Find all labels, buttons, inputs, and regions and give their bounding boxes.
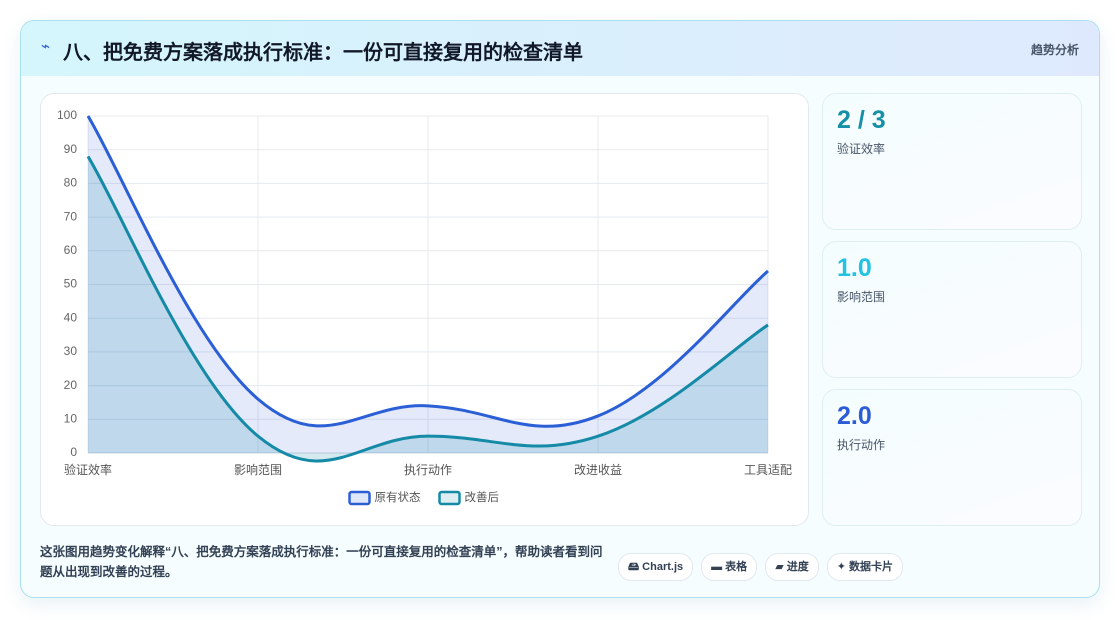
tag: 趋势分析 bbox=[1030, 43, 1079, 57]
badge: ▰ 进度 bbox=[765, 553, 819, 581]
stat-label: 验证效率 bbox=[837, 142, 886, 156]
stat-card: 1.0 影响范围 bbox=[822, 241, 1082, 378]
x-tick-label: 验证效率 bbox=[64, 462, 112, 477]
line bbox=[86, 115, 769, 428]
area-fill bbox=[88, 116, 768, 453]
stat-card: 2.0 执行动作 bbox=[822, 389, 1082, 526]
header-icon: ⌁ bbox=[41, 38, 51, 55]
y-tick-label: 70 bbox=[64, 209, 78, 223]
y-tick-label: 90 bbox=[64, 142, 78, 156]
y-tick-label: 40 bbox=[64, 310, 78, 324]
stat-value: 2.0 bbox=[837, 402, 872, 430]
line bbox=[86, 155, 769, 463]
y-tick-label: 10 bbox=[64, 411, 78, 425]
card: ⌁ 八、把免费方案落成执行标准：一份可直接复用的检查清单 趋势分析 0 10 20 3… bbox=[20, 20, 1100, 598]
stat-label: 影响范围 bbox=[837, 290, 886, 304]
y-tick-label: 80 bbox=[64, 176, 78, 190]
x-tick-label: 改进收益 bbox=[574, 463, 622, 477]
chart: 0 10 20 30 40 50 60 70 80 90 100 验证效率 影响范围 执行动作 改进收益 工具… bbox=[57, 108, 792, 506]
stat-label: 执行动作 bbox=[837, 438, 886, 452]
x-tick-label: 工具适配 bbox=[744, 463, 792, 477]
legend-label: 改善后 bbox=[465, 490, 500, 504]
y-tick-label: 100 bbox=[57, 108, 77, 122]
badges: 🖴 Chart.js ▬ 表格 ▰ 进度 ✦ 数据卡片 bbox=[618, 553, 903, 581]
x-tick-label: 影响范围 bbox=[234, 462, 282, 477]
badge: ▬ 表格 bbox=[701, 553, 758, 581]
stat-card: 2 / 3 验证效率 bbox=[822, 93, 1082, 230]
y-tick-label: 50 bbox=[64, 277, 78, 291]
y-tick-label: 60 bbox=[64, 243, 78, 257]
header: ⌁ 八、把免费方案落成执行标准：一份可直接复用的检查清单 趋势分析 bbox=[21, 21, 1099, 76]
title: 八、把免费方案落成执行标准：一份可直接复用的检查清单 bbox=[63, 42, 583, 64]
y-tick-label: 0 bbox=[70, 445, 77, 459]
legend-swatch bbox=[348, 490, 371, 506]
badge: 🖴 Chart.js bbox=[618, 553, 694, 581]
legend-label: 原有状态 bbox=[375, 490, 421, 504]
caption: 这张图用趋势变化解释“八、把免费方案落成执行标准：一份可直接复用的检查清单”，帮… bbox=[40, 545, 603, 579]
y-tick-label: 20 bbox=[64, 378, 78, 392]
stat-value: 2 / 3 bbox=[837, 106, 886, 134]
area-fill bbox=[88, 156, 768, 462]
y-tick-label: 30 bbox=[64, 344, 78, 358]
stat-value: 1.0 bbox=[837, 254, 872, 282]
chart-panel: 0 10 20 30 40 50 60 70 80 90 100 验证效率 影响范围 执行动作 改进收益 工具… bbox=[40, 93, 809, 526]
badge: ✦ 数据卡片 bbox=[826, 553, 903, 581]
x-tick-label: 执行动作 bbox=[404, 463, 452, 477]
legend-swatch bbox=[438, 490, 461, 506]
